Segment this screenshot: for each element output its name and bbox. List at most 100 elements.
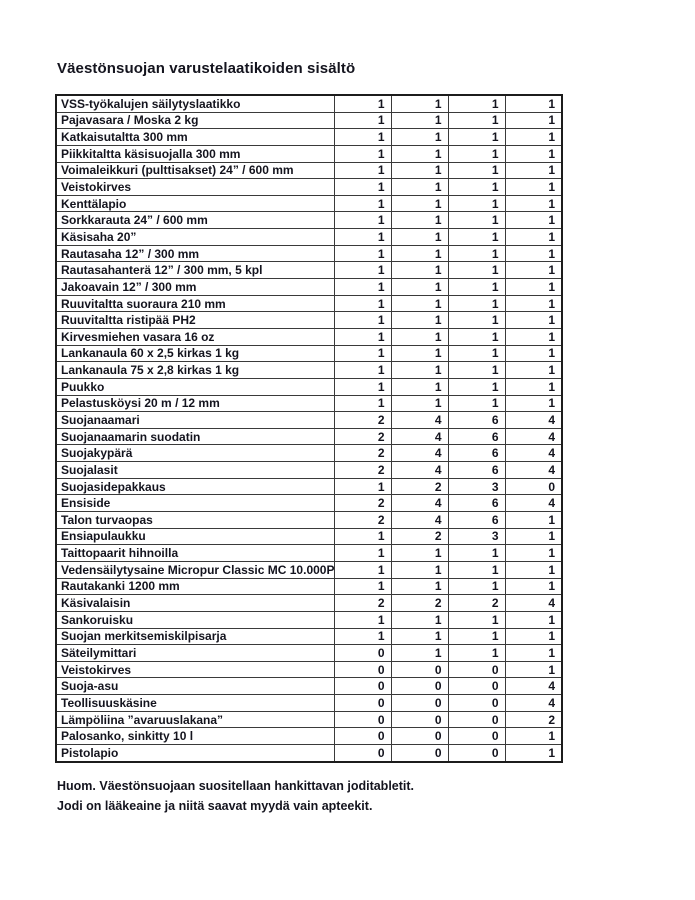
quantity-cell: 4 — [390, 511, 449, 529]
quantity-cell: 1 — [390, 194, 449, 213]
item-name-cell: VSS-työkalujen säilytyslaatikko — [55, 94, 335, 113]
quantity-cell: 1 — [390, 261, 449, 280]
table-row: Pistolapio 0 0 0 1 — [55, 743, 563, 763]
table-row: Ensiside 2 4 6 4 — [55, 494, 563, 513]
quantity-cell: 0 — [504, 477, 563, 496]
quantity-cell: 1 — [447, 94, 506, 113]
quantity-cell: 1 — [504, 544, 563, 562]
table-row: Taittopaarit hihnoilla 1 1 1 1 — [55, 544, 563, 562]
item-name-cell: Katkaisutaltta 300 mm — [55, 128, 335, 146]
item-name-cell: Sankoruisku — [55, 610, 335, 629]
item-name-cell: Rautakanki 1200 mm — [55, 577, 335, 596]
quantity-cell: 0 — [447, 694, 506, 712]
quantity-cell: 1 — [504, 311, 563, 329]
quantity-cell: 6 — [447, 427, 506, 446]
quantity-cell: 1 — [504, 344, 563, 363]
quantity-cell: 1 — [447, 244, 506, 263]
quantity-cell: 2 — [447, 594, 506, 612]
quantity-cell: 1 — [390, 577, 449, 596]
quantity-cell: 2 — [390, 594, 449, 612]
quantity-cell: 1 — [333, 261, 392, 280]
quantity-cell: 2 — [333, 594, 392, 612]
quantity-cell: 1 — [504, 644, 563, 662]
quantity-cell: 4 — [504, 461, 563, 479]
quantity-cell: 1 — [390, 144, 449, 163]
quantity-cell: 2 — [390, 527, 449, 546]
quantity-cell: 1 — [504, 377, 563, 396]
item-name-cell: Suojanaamari — [55, 411, 335, 429]
quantity-cell: 2 — [390, 477, 449, 496]
item-name-cell: Veistokirves — [55, 178, 335, 196]
quantity-cell: 1 — [447, 544, 506, 562]
quantity-cell: 1 — [333, 178, 392, 196]
quantity-cell: 1 — [504, 244, 563, 263]
quantity-cell: 6 — [447, 411, 506, 429]
quantity-cell: 1 — [447, 161, 506, 180]
quantity-cell: 6 — [447, 461, 506, 479]
quantity-cell: 1 — [447, 278, 506, 296]
quantity-cell: 1 — [504, 527, 563, 546]
item-name-cell: Vedensäilytysaine Micropur Classic MC 10… — [55, 560, 335, 579]
quantity-cell: 2 — [333, 444, 392, 463]
item-name-cell: Puukko — [55, 377, 335, 396]
quantity-cell: 2 — [333, 461, 392, 479]
quantity-cell: 1 — [390, 644, 449, 662]
quantity-cell: 4 — [390, 494, 449, 513]
item-name-cell: Lankanaula 75 x 2,8 kirkas 1 kg — [55, 361, 335, 379]
table-row: Veistokirves 0 0 0 1 — [55, 660, 563, 679]
table-row: Suoja-asu 0 0 0 4 — [55, 677, 563, 696]
quantity-cell: 1 — [504, 394, 563, 413]
item-name-cell: Ruuvitaltta ristipää PH2 — [55, 311, 335, 329]
quantity-cell: 1 — [447, 111, 506, 130]
quantity-cell: 0 — [390, 710, 449, 729]
quantity-cell: 1 — [447, 294, 506, 313]
table-row: Pajavasara / Moska 2 kg 1 1 1 1 — [55, 111, 563, 130]
quantity-cell: 1 — [333, 577, 392, 596]
quantity-cell: 1 — [333, 111, 392, 130]
quantity-cell: 1 — [504, 111, 563, 130]
item-name-cell: Piikkitaltta käsisuojalla 300 mm — [55, 144, 335, 163]
table-row: Rautasahanterä 12” / 300 mm, 5 kpl 1 1 1 1 — [55, 261, 563, 280]
quantity-cell: 1 — [390, 178, 449, 196]
quantity-cell: 1 — [504, 261, 563, 280]
table-row: Vedensäilytysaine Micropur Classic MC 10… — [55, 560, 563, 579]
quantity-cell: 0 — [390, 677, 449, 696]
quantity-cell: 1 — [447, 560, 506, 579]
quantity-cell: 1 — [390, 610, 449, 629]
quantity-cell: 2 — [333, 511, 392, 529]
table-row: Katkaisutaltta 300 mm 1 1 1 1 — [55, 128, 563, 146]
quantity-cell: 0 — [333, 644, 392, 662]
item-name-cell: Teollisuuskäsine — [55, 694, 335, 712]
quantity-cell: 1 — [333, 244, 392, 263]
table-row: Ensiapulaukku 1 2 3 1 — [55, 527, 563, 546]
quantity-cell: 0 — [333, 694, 392, 712]
quantity-cell: 1 — [390, 560, 449, 579]
quantity-cell: 1 — [333, 627, 392, 646]
item-name-cell: Taittopaarit hihnoilla — [55, 544, 335, 562]
quantity-cell: 1 — [504, 144, 563, 163]
item-name-cell: Jakoavain 12” / 300 mm — [55, 278, 335, 296]
quantity-cell: 4 — [504, 411, 563, 429]
table-row: Kirvesmiehen vasara 16 oz 1 1 1 1 — [55, 327, 563, 346]
quantity-cell: 1 — [390, 244, 449, 263]
table-row: Suojanaamarin suodatin 2 4 6 4 — [55, 427, 563, 446]
quantity-cell: 1 — [504, 294, 563, 313]
item-name-cell: Talon turvaopas — [55, 511, 335, 529]
quantity-cell: 1 — [504, 560, 563, 579]
quantity-cell: 1 — [333, 344, 392, 363]
quantity-cell: 1 — [447, 610, 506, 629]
quantity-cell: 4 — [504, 694, 563, 712]
quantity-cell: 1 — [447, 644, 506, 662]
quantity-cell: 1 — [447, 178, 506, 196]
quantity-cell: 1 — [504, 161, 563, 180]
quantity-cell: 0 — [333, 727, 392, 745]
quantity-cell: 1 — [447, 627, 506, 646]
quantity-cell: 1 — [504, 178, 563, 196]
table-row: Suojalasit 2 4 6 4 — [55, 461, 563, 479]
quantity-cell: 1 — [390, 344, 449, 363]
quantity-cell: 1 — [333, 610, 392, 629]
equipment-table-body: VSS-työkalujen säilytyslaatikko 1 1 1 1 Pajav… — [55, 94, 563, 763]
item-name-cell: Lämpöliina ”avaruuslakana” — [55, 710, 335, 729]
quantity-cell: 0 — [390, 694, 449, 712]
quantity-cell: 1 — [333, 228, 392, 246]
